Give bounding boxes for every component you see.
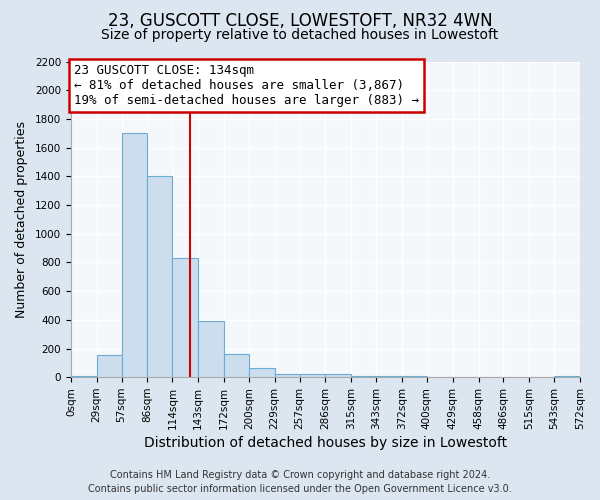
Bar bbox=[376, 376, 402, 377]
Bar bbox=[97, 355, 122, 377]
Text: 23, GUSCOTT CLOSE, LOWESTOFT, NR32 4WN: 23, GUSCOTT CLOSE, LOWESTOFT, NR32 4WN bbox=[107, 12, 493, 30]
Text: 23 GUSCOTT CLOSE: 134sqm
← 81% of detached houses are smaller (3,867)
19% of sem: 23 GUSCOTT CLOSE: 134sqm ← 81% of detach… bbox=[74, 64, 419, 108]
Y-axis label: Number of detached properties: Number of detached properties bbox=[15, 121, 28, 318]
Bar bbox=[299, 374, 325, 377]
Bar bbox=[198, 321, 224, 377]
Bar bbox=[351, 376, 376, 377]
Bar bbox=[325, 374, 351, 377]
Bar bbox=[402, 376, 427, 377]
Text: Size of property relative to detached houses in Lowestoft: Size of property relative to detached ho… bbox=[101, 28, 499, 42]
Bar bbox=[122, 134, 148, 377]
X-axis label: Distribution of detached houses by size in Lowestoft: Distribution of detached houses by size … bbox=[144, 436, 507, 450]
Bar bbox=[554, 376, 580, 377]
Text: Contains HM Land Registry data © Crown copyright and database right 2024.
Contai: Contains HM Land Registry data © Crown c… bbox=[88, 470, 512, 494]
Bar bbox=[275, 374, 299, 377]
Bar bbox=[148, 176, 172, 377]
Bar bbox=[249, 368, 275, 377]
Bar bbox=[224, 354, 249, 377]
Bar bbox=[172, 258, 198, 377]
Bar bbox=[71, 376, 97, 377]
